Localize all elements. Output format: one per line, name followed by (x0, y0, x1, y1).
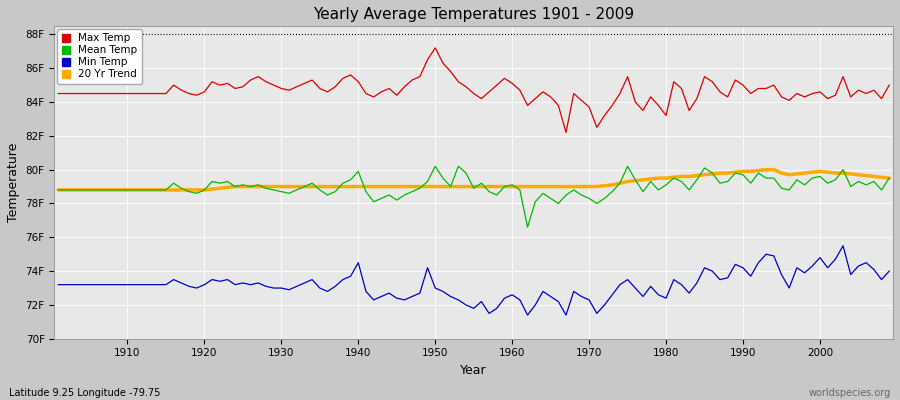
X-axis label: Year: Year (461, 364, 487, 377)
Y-axis label: Temperature: Temperature (7, 143, 20, 222)
Text: Latitude 9.25 Longitude -79.75: Latitude 9.25 Longitude -79.75 (9, 388, 160, 398)
Title: Yearly Average Temperatures 1901 - 2009: Yearly Average Temperatures 1901 - 2009 (313, 7, 634, 22)
Text: worldspecies.org: worldspecies.org (809, 388, 891, 398)
Legend: Max Temp, Mean Temp, Min Temp, 20 Yr Trend: Max Temp, Mean Temp, Min Temp, 20 Yr Tre… (58, 29, 141, 84)
